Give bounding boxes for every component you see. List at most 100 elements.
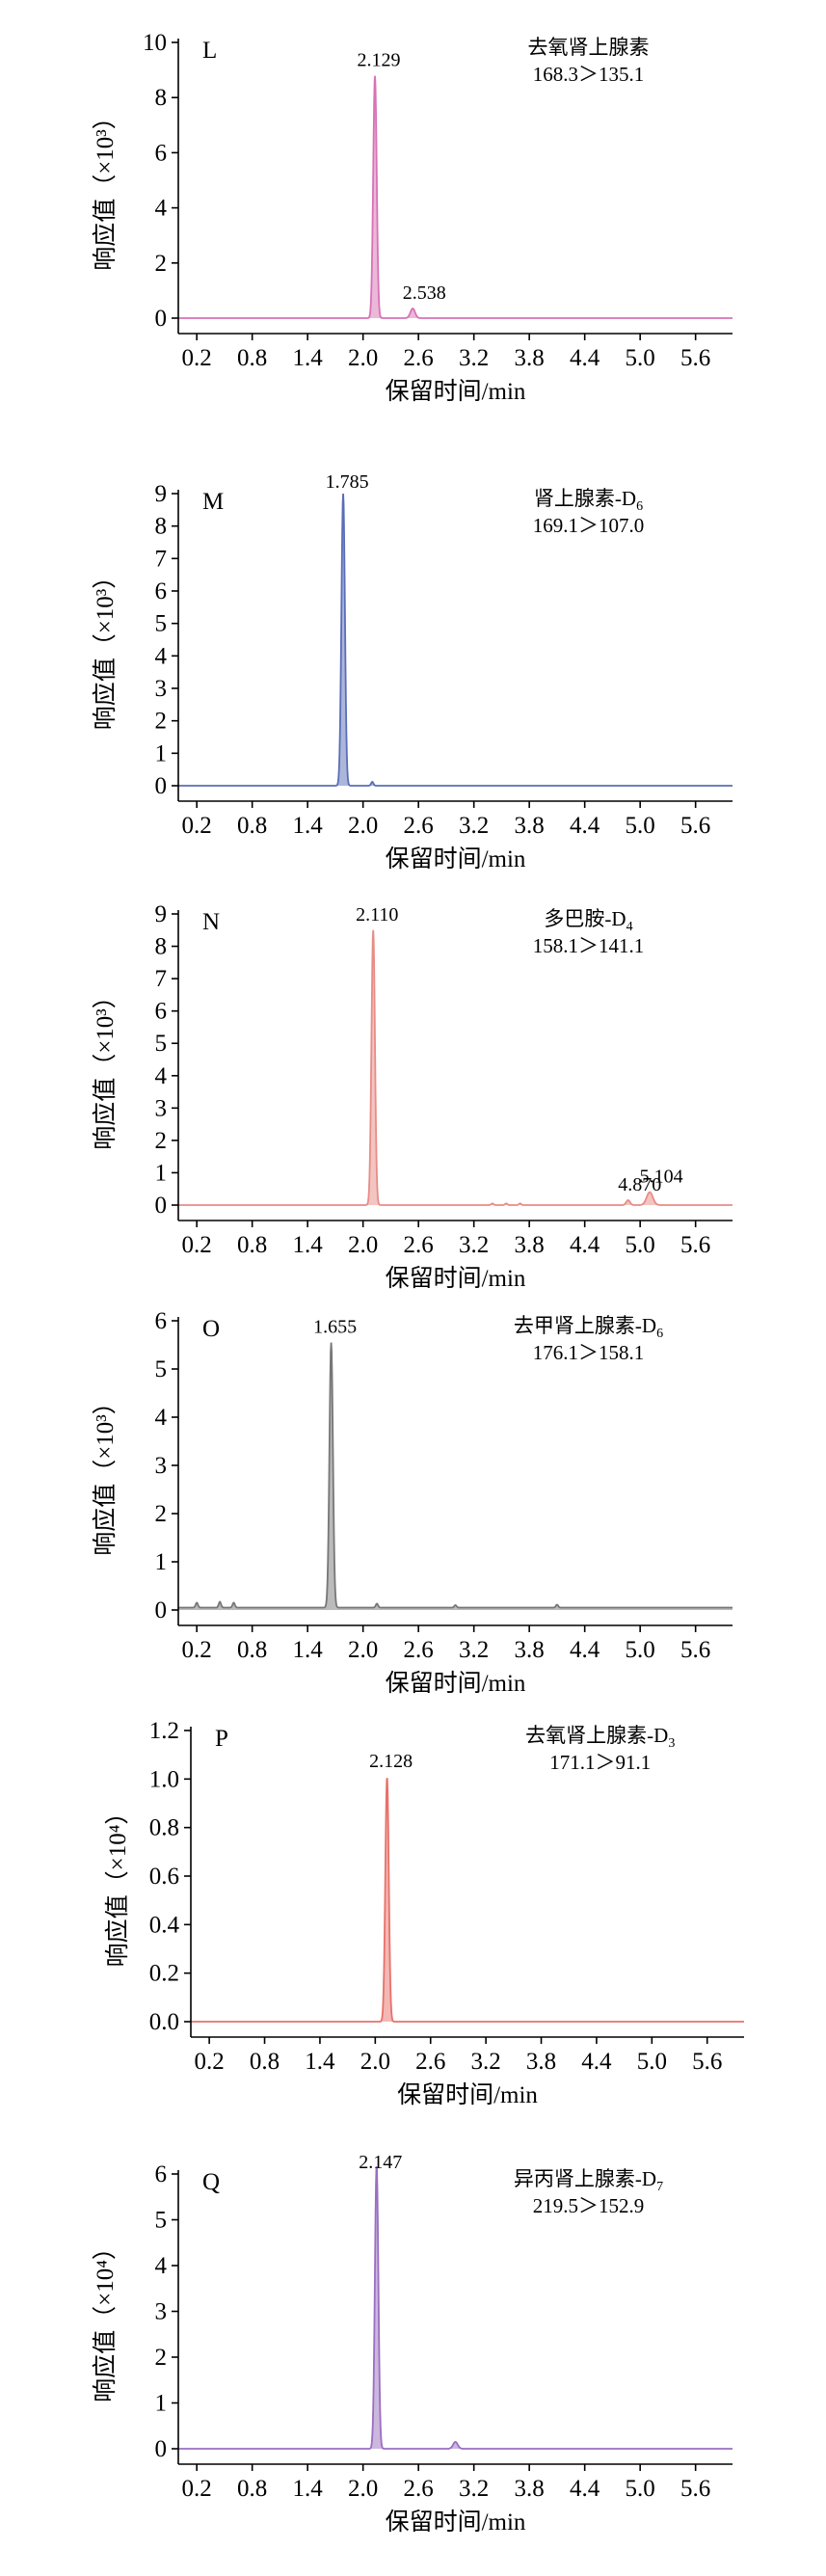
y-tick-label: 1: [155, 1549, 168, 1575]
x-tick-label: 4.4: [570, 345, 600, 371]
peak-retention-label: 2.110: [356, 904, 398, 926]
x-tick-label: 0.8: [250, 2049, 280, 2075]
chart-panel-l: 0 2 4 6 8 10 0.2 0.8 1.4 2.0 2.6 3.2 3.8 4.4 5.0 5.6 保留时…: [92, 30, 733, 405]
x-tick-label: 0.2: [182, 2476, 212, 2502]
x-tick-label: 2.0: [360, 2049, 390, 2075]
y-axis-label: 响应值（×10⁴）: [92, 2236, 119, 2402]
x-tick-label: 4.4: [581, 2049, 612, 2075]
x-tick-label: 0.2: [182, 813, 212, 839]
peak-area-fill: [178, 2166, 733, 2449]
x-tick-label: 3.2: [459, 1637, 489, 1663]
x-tick-label: 0.2: [195, 2049, 225, 2075]
chromatogram-trace: [178, 75, 733, 319]
y-tick-label: 0.0: [149, 2009, 179, 2035]
peak-retention-label: 1.785: [326, 471, 369, 493]
y-tick-label: 4: [155, 196, 168, 222]
mrm-transition: 219.5＞152.9: [533, 2194, 645, 2217]
y-tick-label: 8: [155, 934, 168, 960]
y-tick-label: 1.2: [149, 1718, 179, 1744]
y-tick-label: 1: [155, 740, 168, 766]
x-tick-label: 5.0: [626, 2476, 655, 2502]
x-tick-label: 5.6: [692, 2049, 722, 2075]
y-tick-label: 0: [155, 1193, 168, 1219]
y-axis-label: 响应值（×10³）: [92, 105, 119, 271]
x-tick-label: 5.6: [680, 813, 710, 839]
x-tick-label: 3.8: [515, 1232, 545, 1258]
x-tick-label: 4.4: [570, 2476, 600, 2502]
x-tick-label: 2.0: [348, 813, 378, 839]
compound-name: 异丙肾上腺素-D7: [514, 2167, 663, 2194]
peak-area-fill: [178, 75, 733, 319]
y-tick-label: 0: [155, 1597, 168, 1623]
y-tick-label: 2: [155, 1501, 168, 1527]
panel-label: L: [202, 38, 217, 64]
x-tick-label: 3.8: [515, 2476, 545, 2502]
x-tick-label: 1.4: [293, 1637, 324, 1663]
y-tick-label: 4: [155, 643, 168, 669]
x-tick-label: 0.2: [182, 1637, 212, 1663]
y-tick-label: 6: [155, 1308, 168, 1334]
x-tick-label: 3.8: [526, 2049, 556, 2075]
y-axis-label: 响应值（×10³）: [92, 565, 119, 731]
y-tick-label: 7: [155, 546, 168, 572]
x-tick-label: 1.4: [293, 813, 324, 839]
x-axis-label: 保留时间/min: [386, 378, 526, 405]
x-tick-label: 2.0: [348, 1232, 378, 1258]
x-tick-label: 5.6: [680, 1232, 710, 1258]
x-tick-label: 0.8: [237, 1232, 267, 1258]
x-tick-label: 2.6: [404, 2476, 434, 2502]
x-tick-label: 2.6: [404, 345, 434, 371]
x-tick-label: 0.2: [182, 345, 212, 371]
y-tick-label: 0: [155, 2436, 168, 2462]
x-tick-label: 4.4: [570, 1637, 600, 1663]
panel-label: M: [202, 489, 224, 515]
x-tick-label: 5.6: [680, 1637, 710, 1663]
y-tick-label: 0: [155, 306, 168, 332]
y-axis-label: 响应值（×10⁴）: [104, 1801, 131, 1968]
x-tick-label: 2.0: [348, 345, 378, 371]
y-tick-label: 3: [155, 676, 168, 702]
compound-name: 去甲肾上腺素-D6: [514, 1314, 663, 1341]
y-tick-label: 10: [143, 30, 167, 56]
x-tick-label: 4.4: [570, 813, 600, 839]
x-tick-label: 3.8: [515, 1637, 545, 1663]
panel-label: Q: [202, 2169, 220, 2195]
y-tick-label: 0.8: [149, 1815, 179, 1841]
x-tick-label: 1.4: [293, 1232, 324, 1258]
panel-label: P: [215, 1726, 228, 1752]
x-tick-label: 0.8: [237, 1637, 267, 1663]
y-tick-label: 4: [155, 1405, 168, 1431]
x-tick-label: 0.8: [237, 813, 267, 839]
y-tick-label: 8: [155, 85, 168, 111]
y-tick-label: 3: [155, 2299, 168, 2325]
mrm-transition: 169.1＞107.0: [533, 514, 645, 537]
peak-retention-label: 5.104: [640, 1167, 683, 1188]
x-tick-label: 3.2: [459, 1232, 489, 1258]
panel-label: N: [202, 909, 220, 935]
x-axis-label: 保留时间/min: [386, 1265, 526, 1292]
x-tick-label: 0.8: [237, 345, 267, 371]
x-tick-label: 3.2: [459, 345, 489, 371]
y-tick-label: 3: [155, 1095, 168, 1121]
x-tick-label: 2.0: [348, 1637, 378, 1663]
y-tick-label: 6: [155, 999, 168, 1025]
x-tick-label: 2.6: [415, 2049, 445, 2075]
x-tick-label: 5.6: [680, 345, 710, 371]
x-tick-label: 4.4: [570, 1232, 600, 1258]
y-tick-label: 2: [155, 709, 168, 735]
x-tick-label: 3.8: [515, 345, 545, 371]
y-tick-label: 2: [155, 2345, 168, 2371]
x-tick-label: 5.0: [637, 2049, 667, 2075]
x-tick-label: 1.4: [293, 345, 324, 371]
y-tick-label: 0.4: [149, 1912, 180, 1938]
mrm-transition: 168.3＞135.1: [533, 63, 645, 86]
y-tick-label: 6: [155, 2161, 168, 2187]
y-tick-label: 1: [155, 1160, 168, 1186]
y-tick-label: 1.0: [149, 1766, 179, 1792]
y-tick-label: 0: [155, 773, 168, 799]
x-tick-label: 1.4: [293, 2476, 324, 2502]
peak-retention-label: 2.128: [369, 1751, 413, 1772]
y-tick-label: 5: [155, 2208, 168, 2234]
y-tick-label: 5: [155, 611, 168, 637]
